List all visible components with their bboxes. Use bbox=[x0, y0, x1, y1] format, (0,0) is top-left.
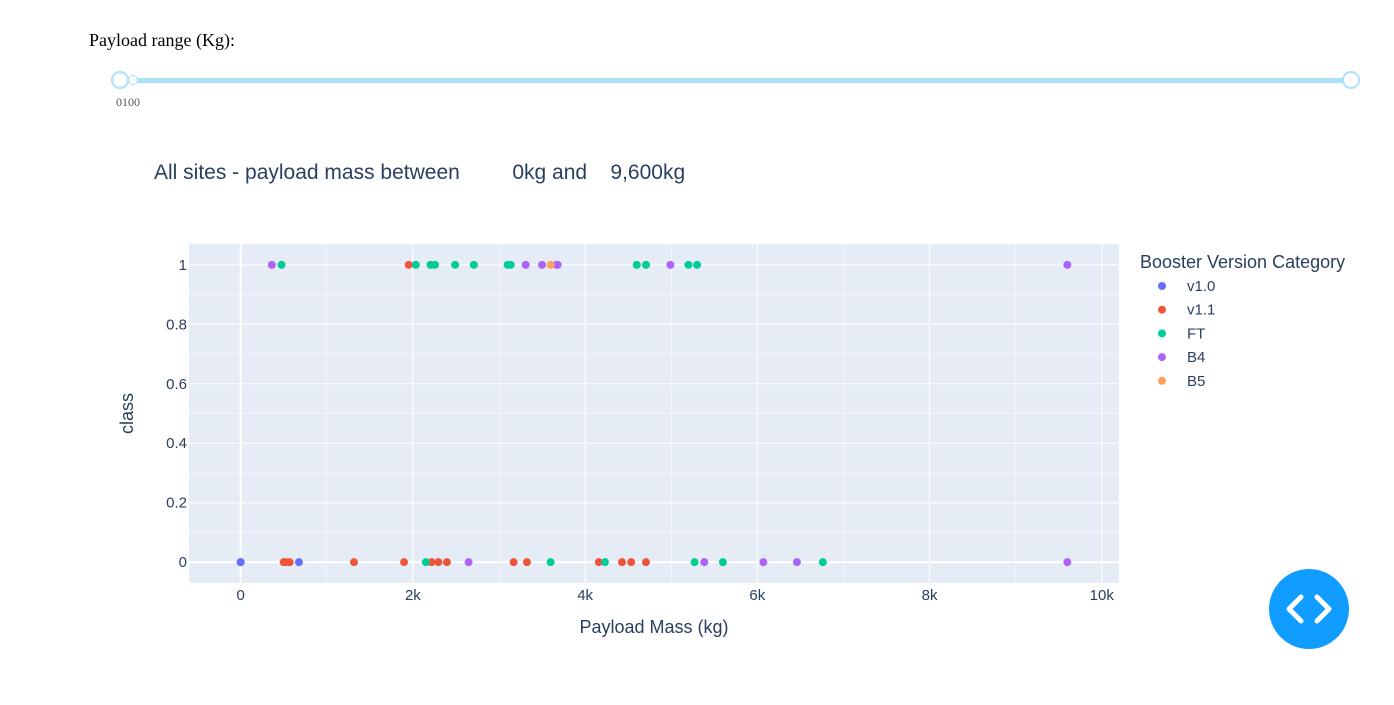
data-point-b4[interactable] bbox=[1063, 558, 1072, 567]
legend-item-label[interactable]: v1.1 bbox=[1187, 302, 1215, 319]
data-point-ft[interactable] bbox=[718, 558, 727, 567]
slider-mark-dot bbox=[128, 75, 138, 85]
data-point-ft[interactable] bbox=[600, 558, 609, 567]
y-tick-label: 0.2 bbox=[166, 495, 187, 512]
data-points bbox=[236, 260, 1072, 567]
legend-marker[interactable] bbox=[1158, 305, 1166, 314]
data-point-b4[interactable] bbox=[1063, 260, 1072, 269]
data-point-b4[interactable] bbox=[464, 558, 473, 567]
data-point-v1-1[interactable] bbox=[400, 558, 409, 567]
chart-title-low: 0kg bbox=[512, 161, 547, 184]
data-point-v1-1[interactable] bbox=[594, 558, 603, 567]
y-tick-label: 1 bbox=[179, 257, 187, 274]
legend-title: Booster Version Category bbox=[1140, 252, 1345, 272]
data-point-v1-1[interactable] bbox=[285, 558, 294, 567]
data-point-ft[interactable] bbox=[632, 260, 641, 269]
data-point-v1-1[interactable] bbox=[617, 558, 626, 567]
data-point-b4[interactable] bbox=[538, 260, 547, 269]
data-point-b4[interactable] bbox=[700, 558, 709, 567]
legend-marker[interactable] bbox=[1158, 282, 1166, 290]
y-tick-label: 0 bbox=[179, 554, 187, 571]
grid-lines bbox=[189, 244, 1119, 583]
legend-item-label[interactable]: FT bbox=[1187, 325, 1205, 342]
y-axis-ticks: 0 0.2 0.4 0.6 0.8 1 bbox=[166, 257, 187, 571]
data-point-b4[interactable] bbox=[666, 260, 675, 269]
data-point-v1-1[interactable] bbox=[522, 558, 531, 567]
y-tick-label: 0.8 bbox=[166, 316, 187, 333]
chart-title: All sites - payload mass between 0kg and… bbox=[154, 161, 685, 185]
slider-mark-min: 0 bbox=[116, 95, 122, 109]
data-point-ft[interactable] bbox=[684, 260, 693, 269]
x-axis-title: Payload Mass (kg) bbox=[579, 617, 728, 637]
data-point-b4[interactable] bbox=[553, 260, 562, 269]
legend-marker[interactable] bbox=[1158, 376, 1166, 385]
data-point-ft[interactable] bbox=[693, 260, 702, 269]
x-axis-ticks: 0 2k 4k 6k 8k 10k bbox=[236, 587, 1114, 604]
data-point-ft[interactable] bbox=[277, 260, 286, 269]
legend-item-label[interactable]: B5 bbox=[1187, 373, 1205, 390]
chart-title-prefix: All sites - payload mass between bbox=[154, 161, 460, 184]
slider-mark-max: 100 bbox=[122, 95, 140, 109]
slider-handle-max[interactable] bbox=[1342, 71, 1360, 89]
legend-item-label[interactable]: v1.0 bbox=[1187, 278, 1215, 295]
data-point-ft[interactable] bbox=[431, 260, 440, 269]
data-point-v1-0[interactable] bbox=[236, 558, 245, 567]
data-point-ft[interactable] bbox=[641, 260, 650, 269]
y-axis-title: class bbox=[117, 393, 137, 434]
data-point-v1-1[interactable] bbox=[442, 558, 451, 567]
data-point-ft[interactable] bbox=[451, 260, 460, 269]
data-point-b4[interactable] bbox=[759, 558, 768, 567]
code-brackets-icon bbox=[1286, 594, 1332, 624]
x-tick-label: 0 bbox=[236, 587, 244, 604]
y-tick-label: 0.6 bbox=[166, 376, 187, 393]
x-tick-label: 2k bbox=[405, 587, 421, 604]
data-point-v1-1[interactable] bbox=[641, 558, 650, 567]
data-point-ft[interactable] bbox=[506, 260, 515, 269]
data-point-v1-1[interactable] bbox=[434, 558, 443, 567]
chart-title-and: and bbox=[552, 161, 588, 184]
payload-range-label: Payload range (Kg): bbox=[89, 30, 235, 50]
slider-rail[interactable] bbox=[120, 78, 1352, 83]
data-point-ft[interactable] bbox=[469, 260, 478, 269]
legend-marker[interactable] bbox=[1158, 329, 1166, 338]
data-point-ft[interactable] bbox=[411, 260, 420, 269]
debug-toggle-button[interactable] bbox=[1269, 569, 1349, 649]
payload-range-slider[interactable]: 0100 bbox=[110, 70, 1362, 110]
data-point-b4[interactable] bbox=[521, 260, 530, 269]
legend-marker[interactable] bbox=[1158, 353, 1166, 362]
chart-title-high: 9,600kg bbox=[610, 161, 686, 184]
data-point-ft[interactable] bbox=[421, 558, 430, 567]
data-point-ft[interactable] bbox=[546, 558, 555, 567]
data-point-v1-1[interactable] bbox=[404, 260, 413, 269]
data-point-v1-0[interactable] bbox=[294, 558, 303, 567]
x-tick-label: 10k bbox=[1090, 587, 1115, 604]
x-tick-label: 6k bbox=[749, 587, 765, 604]
y-tick-label: 0.4 bbox=[166, 435, 187, 452]
data-point-v1-1[interactable] bbox=[349, 558, 358, 567]
data-point-v1-1[interactable] bbox=[427, 558, 436, 567]
x-tick-label: 8k bbox=[922, 587, 938, 604]
legend: Booster Version Category v1.0 v1.1 FT B4 B5 bbox=[1140, 252, 1345, 390]
data-point-ft[interactable] bbox=[690, 558, 699, 567]
legend-item-label[interactable]: B4 bbox=[1187, 349, 1205, 366]
data-point-b4[interactable] bbox=[792, 558, 801, 567]
data-point-v1-1[interactable] bbox=[627, 558, 636, 567]
slider-marks: 0100 bbox=[116, 95, 140, 110]
data-point-ft[interactable] bbox=[818, 558, 827, 567]
data-point-b4[interactable] bbox=[267, 260, 276, 269]
x-tick-label: 4k bbox=[577, 587, 593, 604]
data-point-b5[interactable] bbox=[546, 260, 555, 269]
data-point-v1-1[interactable] bbox=[509, 558, 518, 567]
